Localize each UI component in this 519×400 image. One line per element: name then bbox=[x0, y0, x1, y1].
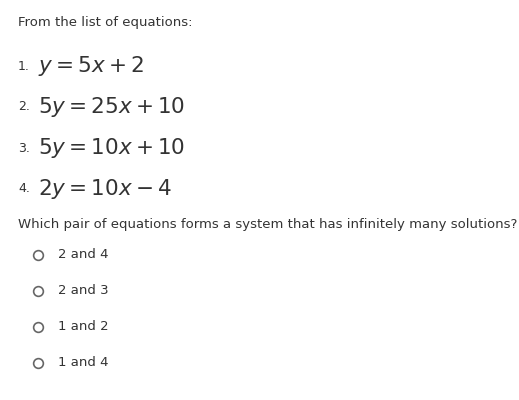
Text: $5y = 25x + 10$: $5y = 25x + 10$ bbox=[38, 95, 185, 119]
Text: 1.: 1. bbox=[18, 60, 30, 72]
Text: 1 and 2: 1 and 2 bbox=[58, 320, 108, 334]
Text: Which pair of equations forms a system that has infinitely many solutions?: Which pair of equations forms a system t… bbox=[18, 218, 517, 231]
Text: From the list of equations:: From the list of equations: bbox=[18, 16, 193, 29]
Text: 2.: 2. bbox=[18, 100, 30, 114]
Text: 2 and 4: 2 and 4 bbox=[58, 248, 108, 262]
Text: 2 and 3: 2 and 3 bbox=[58, 284, 108, 298]
Text: $y = 5x + 2$: $y = 5x + 2$ bbox=[38, 54, 144, 78]
Text: $5y = 10x + 10$: $5y = 10x + 10$ bbox=[38, 136, 185, 160]
Text: 3.: 3. bbox=[18, 142, 30, 154]
Text: $2y = 10x - 4$: $2y = 10x - 4$ bbox=[38, 177, 172, 201]
Text: 4.: 4. bbox=[18, 182, 30, 196]
Text: 1 and 4: 1 and 4 bbox=[58, 356, 108, 370]
